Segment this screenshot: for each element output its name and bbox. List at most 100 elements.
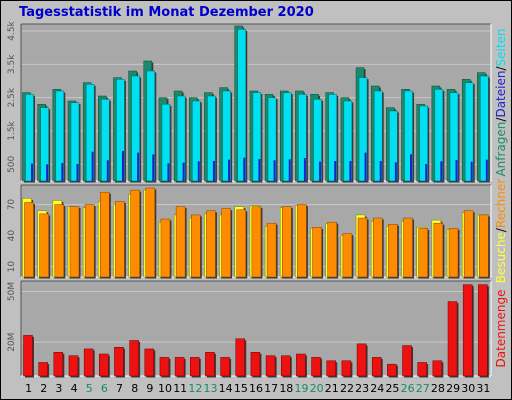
bar-seiten-day-21 bbox=[334, 161, 337, 181]
bar-dateien-day-30 bbox=[464, 82, 474, 182]
bar-rechner-day-2 bbox=[39, 213, 49, 278]
x-axis-day-label: 11 bbox=[173, 382, 187, 395]
bar-datenmenge-day-14 bbox=[220, 357, 230, 377]
bar-rechner-day-17 bbox=[266, 222, 277, 278]
bar-datenmenge-day-10 bbox=[159, 357, 170, 377]
x-axis-day-label: 27 bbox=[416, 382, 430, 395]
bar-rechner-day-5 bbox=[84, 204, 95, 278]
chart-1-ytick-label: 3.5k bbox=[7, 54, 17, 74]
bar-rechner-day-18 bbox=[281, 206, 292, 278]
x-axis-day-label: 15 bbox=[234, 382, 248, 395]
bar-dateien-day-10 bbox=[161, 104, 171, 182]
x-axis-day-label: 20 bbox=[310, 382, 324, 395]
bar-dateien-day-20 bbox=[313, 99, 322, 182]
bar-seiten-day-27 bbox=[425, 164, 428, 181]
bar-dateien-day-23 bbox=[358, 77, 368, 182]
bar-seiten-day-23 bbox=[364, 152, 367, 181]
bar-datenmenge-day-23 bbox=[356, 343, 367, 377]
bar-rechner-day-3 bbox=[54, 204, 65, 278]
bar-dateien-day-2 bbox=[40, 107, 49, 182]
bar-rechner-day-16 bbox=[251, 206, 262, 278]
bar-dateien-day-18 bbox=[282, 92, 292, 182]
bar-seiten-day-2 bbox=[46, 164, 49, 181]
series-label-part: / bbox=[494, 227, 508, 232]
x-axis-day-label: 10 bbox=[158, 382, 172, 395]
x-axis-day-label: 13 bbox=[204, 382, 218, 395]
x-axis-day-label: 24 bbox=[370, 382, 384, 395]
bar-seiten-day-19 bbox=[303, 158, 306, 181]
x-axis-day-label: 18 bbox=[279, 382, 293, 395]
bar-datenmenge-day-24 bbox=[371, 357, 382, 377]
bar-datenmenge-day-22 bbox=[341, 360, 352, 377]
bar-seiten-day-5 bbox=[91, 151, 94, 181]
bar-datenmenge-day-17 bbox=[265, 355, 276, 377]
bar-dateien-day-16 bbox=[252, 92, 262, 182]
x-axis-day-label: 12 bbox=[188, 382, 202, 395]
x-axis-day-label: 5 bbox=[86, 382, 93, 395]
x-axis-day-label: 31 bbox=[476, 382, 490, 395]
x-axis-day-label: 28 bbox=[431, 382, 445, 395]
bar-datenmenge-day-19 bbox=[296, 353, 306, 377]
bar-seiten-day-9 bbox=[152, 154, 155, 181]
x-axis-day-label: 26 bbox=[401, 382, 415, 395]
chart-2-ytick-label: 10 bbox=[7, 261, 17, 273]
bar-datenmenge-day-7 bbox=[114, 347, 124, 377]
bar-seiten-day-28 bbox=[440, 161, 443, 181]
chart-2-ytick-label: 40 bbox=[7, 230, 17, 242]
x-axis-day-label: 1 bbox=[25, 382, 32, 395]
bar-dateien-day-9 bbox=[146, 70, 156, 182]
bar-dateien-day-17 bbox=[267, 97, 277, 182]
bar-datenmenge-day-8 bbox=[129, 340, 139, 377]
bar-rechner-day-26 bbox=[403, 217, 413, 278]
bar-dateien-day-14 bbox=[222, 90, 231, 182]
chart-title: Tagesstatistik im Monat Dezember 2020 bbox=[19, 5, 314, 20]
bar-dateien-day-29 bbox=[449, 92, 459, 182]
bar-dateien-day-8 bbox=[131, 75, 140, 182]
bar-seiten-day-22 bbox=[349, 161, 352, 181]
bar-rechner-day-9 bbox=[145, 187, 156, 278]
bar-datenmenge-day-6 bbox=[99, 353, 109, 377]
bar-rechner-day-15 bbox=[236, 209, 247, 278]
series-label-part: / bbox=[494, 66, 508, 71]
x-axis-day-label: 3 bbox=[55, 382, 62, 395]
bar-rechner-day-11 bbox=[175, 206, 186, 278]
bar-rechner-day-4 bbox=[69, 206, 80, 278]
chart-2-series-label: Besuche/Rechner bbox=[494, 179, 508, 283]
bar-datenmenge-day-25 bbox=[387, 363, 397, 377]
bar-rechner-day-1 bbox=[24, 202, 34, 278]
bar-dateien-day-25 bbox=[389, 110, 398, 182]
x-axis-day-label: 4 bbox=[71, 382, 78, 395]
x-axis-day-label: 2 bbox=[40, 382, 47, 395]
x-axis-day-label: 30 bbox=[461, 382, 475, 395]
bar-seiten-day-6 bbox=[106, 160, 109, 181]
bar-rechner-day-23 bbox=[357, 217, 368, 278]
bar-rechner-day-6 bbox=[100, 191, 110, 278]
bar-datenmenge-day-18 bbox=[280, 355, 291, 377]
bar-datenmenge-day-29 bbox=[447, 301, 458, 377]
bar-rechner-day-27 bbox=[418, 228, 428, 278]
bar-rechner-day-13 bbox=[206, 210, 216, 278]
bar-seiten-day-12 bbox=[197, 161, 200, 181]
bar-seiten-day-8 bbox=[137, 152, 140, 181]
bar-dateien-day-5 bbox=[85, 84, 95, 182]
bar-datenmenge-day-20 bbox=[311, 357, 321, 377]
bar-seiten-day-14 bbox=[228, 159, 231, 181]
x-axis-day-label: 22 bbox=[340, 382, 354, 395]
bar-dateien-day-11 bbox=[176, 95, 186, 182]
bar-dateien-day-13 bbox=[207, 95, 216, 182]
x-axis-day-label: 7 bbox=[116, 382, 123, 395]
x-axis-day-label: 9 bbox=[146, 382, 153, 395]
series-label-part: Datenmenge bbox=[494, 290, 508, 368]
series-label-part: / bbox=[494, 117, 508, 122]
x-axis-day-label: 19 bbox=[294, 382, 308, 395]
bar-seiten-day-10 bbox=[167, 163, 170, 181]
chart-3-ytick-label: 50M bbox=[7, 282, 17, 301]
bar-rechner-day-12 bbox=[191, 214, 201, 278]
bar-rechner-day-28 bbox=[433, 222, 444, 278]
bar-dateien-day-6 bbox=[101, 99, 110, 182]
bar-rechner-day-10 bbox=[160, 218, 171, 278]
bar-datenmenge-day-26 bbox=[402, 345, 412, 377]
bar-seiten-day-7 bbox=[121, 151, 124, 181]
bar-datenmenge-day-31 bbox=[478, 284, 488, 377]
bar-seiten-day-4 bbox=[76, 164, 79, 181]
